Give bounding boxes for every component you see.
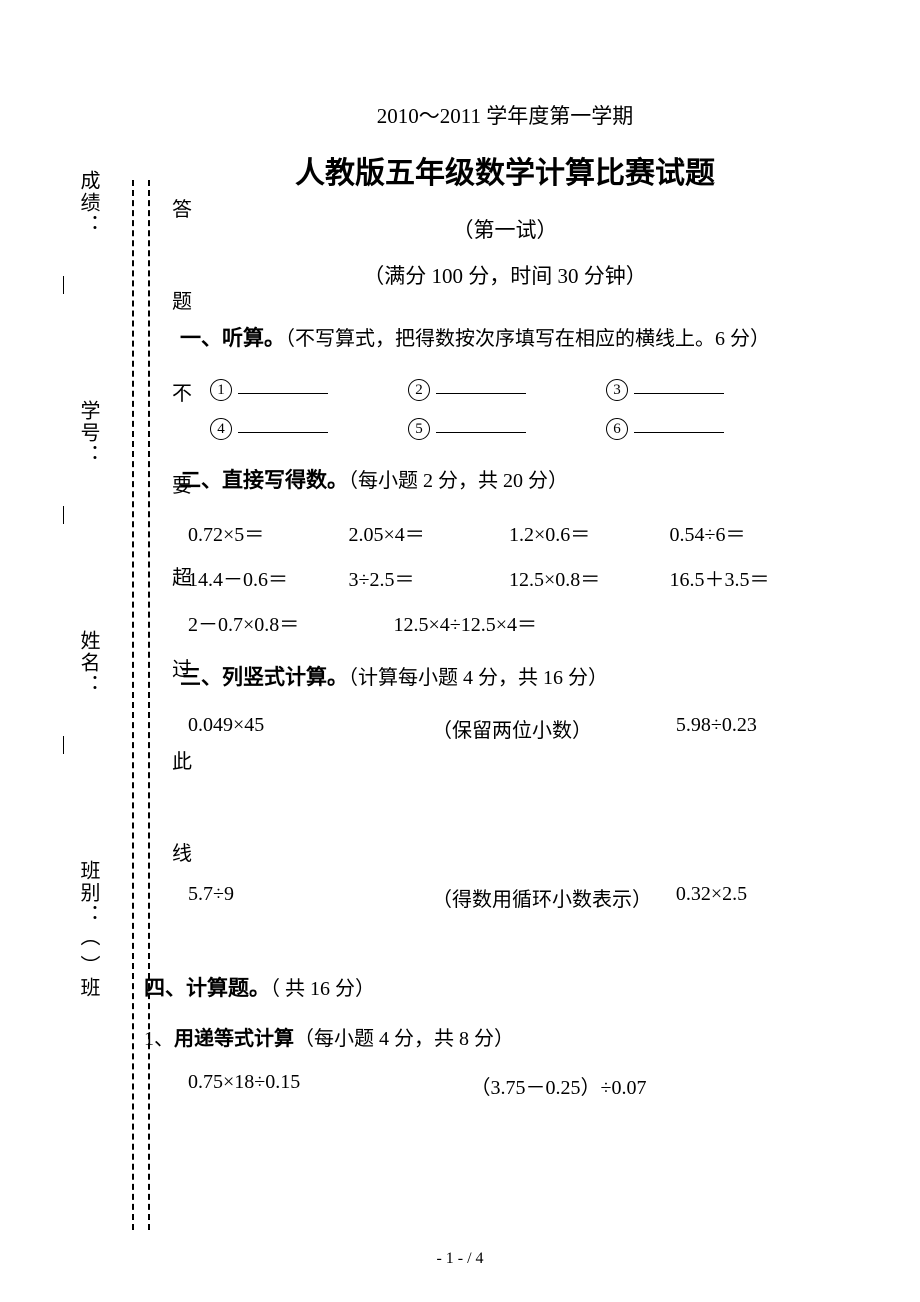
section-2: 二、直接写得数。（每小题 2 分，共 20 分）	[180, 462, 830, 500]
sub-head: 用递等式计算	[174, 1028, 294, 1050]
answer-blank	[436, 415, 526, 433]
section-1-note: （不写算式，把得数按次序填写在相应的横线上。6 分）	[285, 328, 770, 350]
underline	[63, 506, 113, 524]
underline	[63, 736, 113, 754]
section-2-note: （每小题 2 分，共 20 分）	[348, 470, 568, 492]
circled-number: 2	[408, 379, 430, 401]
label-text: 学号：	[77, 400, 99, 466]
equation: 2.05×4＝	[349, 518, 510, 547]
equation: 1.2×0.6＝	[509, 518, 670, 547]
equation: 3÷2.5＝	[349, 563, 510, 592]
underline	[63, 276, 113, 294]
equation: 0.72×5＝	[188, 518, 349, 547]
calc-expr: 0.049×45	[188, 714, 432, 743]
section-4: 四、计算题。（ 共 16 分）	[144, 972, 830, 1002]
equation: 12.5×0.8＝	[509, 563, 670, 592]
calc-expr: 5.7÷9	[188, 883, 432, 912]
circled-number: 3	[606, 379, 628, 401]
section-4-head: 四、计算题。	[144, 976, 270, 1000]
section-2-head: 二、直接写得数。	[180, 468, 348, 492]
circled-number: 5	[408, 418, 430, 440]
section-1-head: 一、听算。	[180, 326, 285, 350]
round-label: （第一试）	[180, 214, 830, 244]
blank-item: 4	[210, 415, 328, 440]
blank-item: 1	[210, 376, 328, 401]
answer-blank	[238, 376, 328, 394]
equation: 2－0.7×0.8＝	[188, 608, 393, 637]
blank-item: 3	[606, 376, 724, 401]
blank-item: 5	[408, 415, 526, 440]
equation-row: 0.72×5＝ 2.05×4＝ 1.2×0.6＝ 0.54÷6＝	[180, 518, 830, 547]
equation: 0.54÷6＝	[670, 518, 831, 547]
binding-margin: 答 题 不 要 超 过 此 线 成绩： 学号： 姓名： 班别：（ ）班	[62, 180, 152, 1180]
section-3-note: （计算每小题 4 分，共 16 分）	[348, 667, 608, 689]
section-4-note: （ 共 16 分）	[270, 978, 375, 1000]
sub-number: 1、	[144, 1028, 174, 1050]
blank-item: 2	[408, 376, 526, 401]
calc-expr: 0.32×2.5	[676, 883, 830, 912]
dashed-line-left	[132, 180, 134, 1230]
calc-note: （保留两位小数）	[432, 714, 676, 743]
equation: 14.4－0.6＝	[188, 563, 349, 592]
score-time-info: （满分 100 分，时间 30 分钟）	[180, 260, 830, 290]
dashed-line-right	[148, 180, 150, 1230]
subtitle: 2010～2011 学年度第一学期	[180, 100, 830, 130]
section-4-row: 0.75×18÷0.15 （3.75－0.25）÷0.07	[180, 1071, 830, 1100]
equation-row: 14.4－0.6＝ 3÷2.5＝ 12.5×0.8＝ 16.5＋3.5＝	[180, 563, 830, 592]
circled-number: 4	[210, 418, 232, 440]
answer-blank	[238, 415, 328, 433]
exam-page: 答 题 不 要 超 过 此 线 成绩： 学号： 姓名： 班别：（ ）班 2010…	[0, 0, 920, 1302]
section-3-head: 三、列竖式计算。	[180, 665, 348, 689]
equation-row: 2－0.7×0.8＝ 12.5×4÷12.5×4＝	[180, 608, 830, 637]
section-3: 三、列竖式计算。（计算每小题 4 分，共 16 分）	[180, 659, 830, 697]
equation: 12.5×4÷12.5×4＝	[393, 608, 714, 637]
page-footer: - 1 - / 4	[0, 1250, 920, 1268]
circled-number: 1	[210, 379, 232, 401]
blank-row-1: 1 2 3	[180, 376, 830, 401]
circled-number: 6	[606, 418, 628, 440]
label-xingming: 姓名：	[74, 630, 103, 794]
label-banbie: 班别：（ ）班	[74, 860, 103, 999]
calc-note: （得数用循环小数表示）	[432, 883, 676, 912]
content-area: 2010～2011 学年度第一学期 人教版五年级数学计算比赛试题 （第一试） （…	[180, 100, 830, 1100]
blank-item: 6	[606, 415, 724, 440]
vertical-calc-row: 5.7÷9 （得数用循环小数表示） 0.32×2.5	[180, 883, 830, 912]
calc-expr: （3.75－0.25）÷0.07	[470, 1071, 646, 1100]
page-title: 人教版五年级数学计算比赛试题	[180, 148, 830, 192]
blank-row-2: 4 5 6	[180, 415, 830, 440]
label-xuehao: 学号：	[74, 400, 103, 564]
label-text: 姓名：	[77, 630, 99, 696]
calc-expr: 5.98÷0.23	[676, 714, 830, 743]
equation: 16.5＋3.5＝	[670, 563, 831, 592]
label-text: 成绩：	[77, 170, 99, 236]
label-chengji: 成绩：	[74, 170, 103, 334]
section-4-sub1: 1、用递等式计算（每小题 4 分，共 8 分）	[144, 1022, 830, 1051]
label-text: 班别：（ ）班	[77, 860, 99, 999]
answer-blank	[634, 376, 724, 394]
vertical-calc-row: 0.049×45 （保留两位小数） 5.98÷0.23	[180, 714, 830, 743]
section-1: 一、听算。（不写算式，把得数按次序填写在相应的横线上。6 分）	[180, 320, 830, 358]
calc-expr: 0.75×18÷0.15	[188, 1071, 470, 1100]
answer-blank	[436, 376, 526, 394]
sub-note: （每小题 4 分，共 8 分）	[294, 1028, 514, 1050]
answer-blank	[634, 415, 724, 433]
